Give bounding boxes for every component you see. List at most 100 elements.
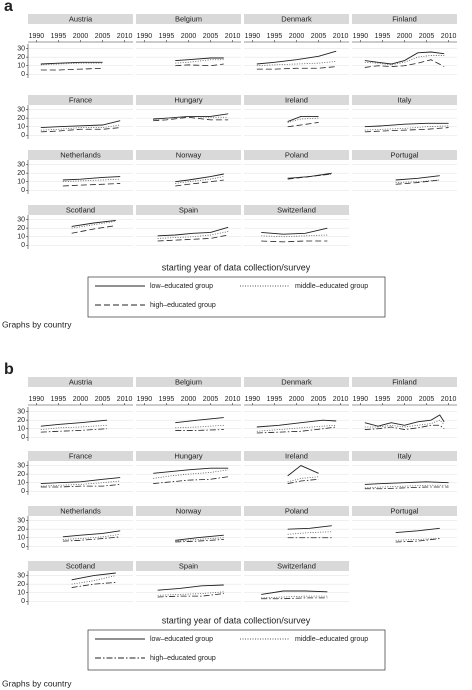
facet-title: Switzerland	[277, 561, 316, 570]
facet-header	[136, 506, 241, 516]
series-line	[364, 127, 449, 133]
y-tick-label: 20	[17, 581, 25, 588]
series-line	[364, 424, 445, 430]
y-tick-label: 30	[17, 45, 25, 52]
series-line	[157, 593, 224, 598]
y-tick-label: 20	[17, 225, 25, 232]
series-line	[287, 531, 332, 535]
series-line	[62, 176, 121, 181]
facet-header	[244, 451, 349, 461]
series-line	[287, 478, 319, 484]
y-tick-label: 0	[21, 187, 25, 194]
legend-label: high–educated group	[150, 302, 216, 309]
x-tick-label: 2010	[441, 396, 457, 403]
facet-header	[352, 506, 457, 516]
facet-title: Belgium	[175, 377, 202, 386]
series-line	[364, 419, 445, 428]
facet-header	[136, 150, 241, 160]
series-line	[157, 231, 229, 239]
x-tick-label: 1995	[159, 33, 175, 40]
y-tick-label: 30	[17, 216, 25, 223]
facet-header	[136, 451, 241, 461]
series-line	[40, 62, 103, 66]
facet-header	[28, 205, 133, 215]
series-line	[153, 467, 229, 474]
series-line	[395, 175, 440, 181]
panel-label: b	[4, 361, 14, 378]
y-tick-label: 0	[21, 598, 25, 605]
facet-header	[28, 561, 133, 571]
x-tick-label: 2010	[333, 396, 349, 403]
x-tick-label: 2010	[117, 33, 133, 40]
series-line	[71, 225, 116, 234]
note: Graphs by country	[2, 678, 72, 688]
series-line	[261, 240, 328, 243]
series-line	[256, 424, 337, 432]
legend-label: middle–educated group	[295, 283, 368, 290]
series-line	[40, 419, 107, 427]
facet-title: France	[69, 95, 92, 104]
series-line	[153, 116, 229, 122]
series-line	[40, 428, 107, 433]
facet-title: Poland	[285, 150, 308, 159]
x-tick-label: 1995	[267, 33, 283, 40]
y-tick-label: 20	[17, 417, 25, 424]
series-line	[40, 61, 103, 65]
note: Graphs by country	[2, 319, 72, 329]
series-line	[157, 591, 224, 596]
facet-title: Poland	[285, 506, 308, 515]
series-line	[40, 67, 103, 71]
series-line	[256, 61, 337, 67]
series-line	[287, 525, 332, 530]
facet-header	[136, 14, 241, 24]
series-line	[40, 127, 121, 133]
facet-header	[244, 205, 349, 215]
facet-title: Ireland	[285, 95, 308, 104]
x-tick-label: 2005	[203, 396, 219, 403]
x-tick-label: 2000	[73, 33, 89, 40]
series-line	[40, 424, 107, 430]
y-tick-label: 30	[17, 462, 25, 469]
series-line	[395, 527, 440, 534]
facet-title: Norway	[176, 506, 202, 515]
facet-title: France	[69, 451, 92, 460]
series-line	[175, 534, 224, 541]
series-line	[287, 465, 319, 477]
facet-header	[28, 95, 133, 105]
series-line	[261, 590, 328, 595]
x-tick-label: 2005	[95, 396, 111, 403]
facet-header	[28, 14, 133, 24]
y-tick-label: 30	[17, 572, 25, 579]
facet-header	[244, 14, 349, 24]
y-tick-label: 10	[17, 124, 25, 131]
series-line	[287, 476, 319, 483]
y-tick-label: 10	[17, 480, 25, 487]
series-line	[40, 480, 121, 487]
series-line	[71, 219, 116, 227]
series-line	[261, 227, 328, 235]
x-tick-label: 1995	[159, 396, 175, 403]
facet-title: Hungary	[174, 451, 203, 460]
x-tick-label: 2005	[203, 33, 219, 40]
series-line	[175, 63, 224, 67]
y-tick-label: 20	[17, 526, 25, 533]
y-tick-label: 0	[21, 543, 25, 550]
x-tick-label: 1995	[51, 33, 67, 40]
x-tick-label: 2000	[181, 33, 197, 40]
series-line	[175, 539, 224, 543]
facet-title: Italy	[398, 95, 412, 104]
facet-header	[28, 377, 133, 387]
series-line	[364, 55, 445, 66]
x-tick-label: 1990	[29, 33, 45, 40]
facet-header	[136, 561, 241, 571]
facet-title: Netherlands	[60, 506, 101, 515]
y-tick-label: 30	[17, 161, 25, 168]
y-tick-label: 20	[17, 115, 25, 122]
y-tick-label: 0	[21, 71, 25, 78]
x-tick-label: 2010	[225, 33, 241, 40]
series-line	[256, 66, 337, 70]
facet-title: Switzerland	[277, 205, 316, 214]
series-line	[71, 572, 116, 581]
series-line	[364, 414, 445, 427]
x-tick-label: 1995	[375, 33, 391, 40]
